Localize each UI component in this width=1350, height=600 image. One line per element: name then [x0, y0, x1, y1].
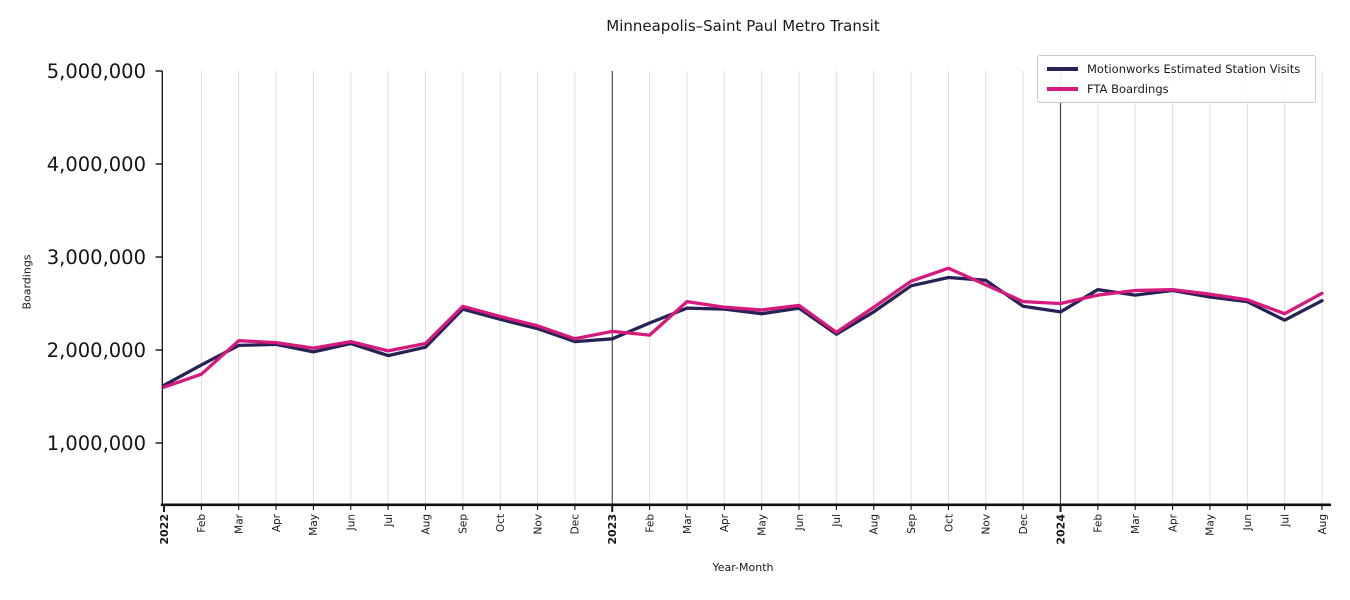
x-tick-label: May: [1205, 514, 1217, 536]
x-tick-label: May: [756, 514, 768, 536]
x-tick-label: Aug: [1317, 514, 1329, 535]
x-tick-label: Jul: [831, 514, 843, 528]
chart-title: Minneapolis–Saint Paul Metro Transit: [606, 17, 880, 35]
series-line-0: [162, 275, 1324, 387]
x-tick-label: May: [308, 514, 320, 536]
y-axis-label: Boardings: [20, 254, 34, 310]
x-tick-label: Feb: [196, 514, 208, 533]
x-tick-label: Jul: [383, 514, 395, 528]
x-tick-label: 2023: [606, 514, 619, 545]
legend-line-swatch-fta: [1047, 87, 1078, 91]
x-tick-label: Jun: [1242, 514, 1254, 531]
x-tick-label: 2024: [1054, 514, 1067, 545]
x-tick-label: Apr: [1167, 513, 1179, 532]
gridlines-group: [200, 71, 1323, 504]
x-tick-label: Dec: [1018, 514, 1030, 535]
legend-label-fta: FTA Boardings: [1087, 82, 1169, 96]
x-tick-label: Mar: [682, 513, 694, 533]
x-tick-label: Mar: [1130, 513, 1142, 533]
x-tick-label: Apr: [719, 513, 731, 532]
x-tick-label: Jul: [1279, 514, 1291, 528]
x-tick-label: Dec: [570, 514, 582, 535]
legend-line-swatch-motionworks: [1047, 67, 1078, 71]
x-tick-label: Aug: [420, 514, 432, 535]
y-tick-label: 1,000,000: [47, 432, 146, 455]
legend-item-fta: FTA Boardings: [1047, 81, 1307, 97]
y-tick-label: 2,000,000: [47, 339, 146, 362]
x-tick-label: 2022: [158, 514, 171, 545]
x-tick-label: Jun: [346, 514, 358, 531]
x-tick-label: Sep: [906, 514, 918, 534]
x-tick-label: Oct: [495, 514, 507, 532]
legend: Motionworks Estimated Station Visits FTA…: [1037, 55, 1316, 103]
x-tick-label: Aug: [869, 514, 881, 535]
x-tick-label: Apr: [271, 513, 283, 532]
x-tick-label: Feb: [644, 514, 656, 533]
legend-label-motionworks: Motionworks Estimated Station Visits: [1087, 62, 1301, 76]
x-tick-label: Mar: [234, 513, 246, 533]
axes-group: 1,000,000 2,000,000 3,000,000 4,000,000 5,00…: [47, 60, 1331, 545]
x-tick-label: Feb: [1093, 514, 1105, 533]
x-axis-label: Year-Month: [712, 561, 774, 574]
x-tick-label: Nov: [532, 514, 544, 535]
y-tick-label: 5,000,000: [47, 60, 146, 83]
x-tick-label: Nov: [981, 514, 993, 535]
series-line-1: [162, 266, 1324, 389]
series-group: [162, 266, 1324, 389]
y-tick-label: 3,000,000: [47, 246, 146, 269]
y-tick-label: 4,000,000: [47, 153, 146, 176]
x-tick-label: Jun: [794, 514, 806, 531]
x-tick-label: Oct: [943, 514, 955, 532]
x-tick-label: Sep: [458, 514, 470, 534]
legend-item-motionworks: Motionworks Estimated Station Visits: [1047, 61, 1307, 77]
